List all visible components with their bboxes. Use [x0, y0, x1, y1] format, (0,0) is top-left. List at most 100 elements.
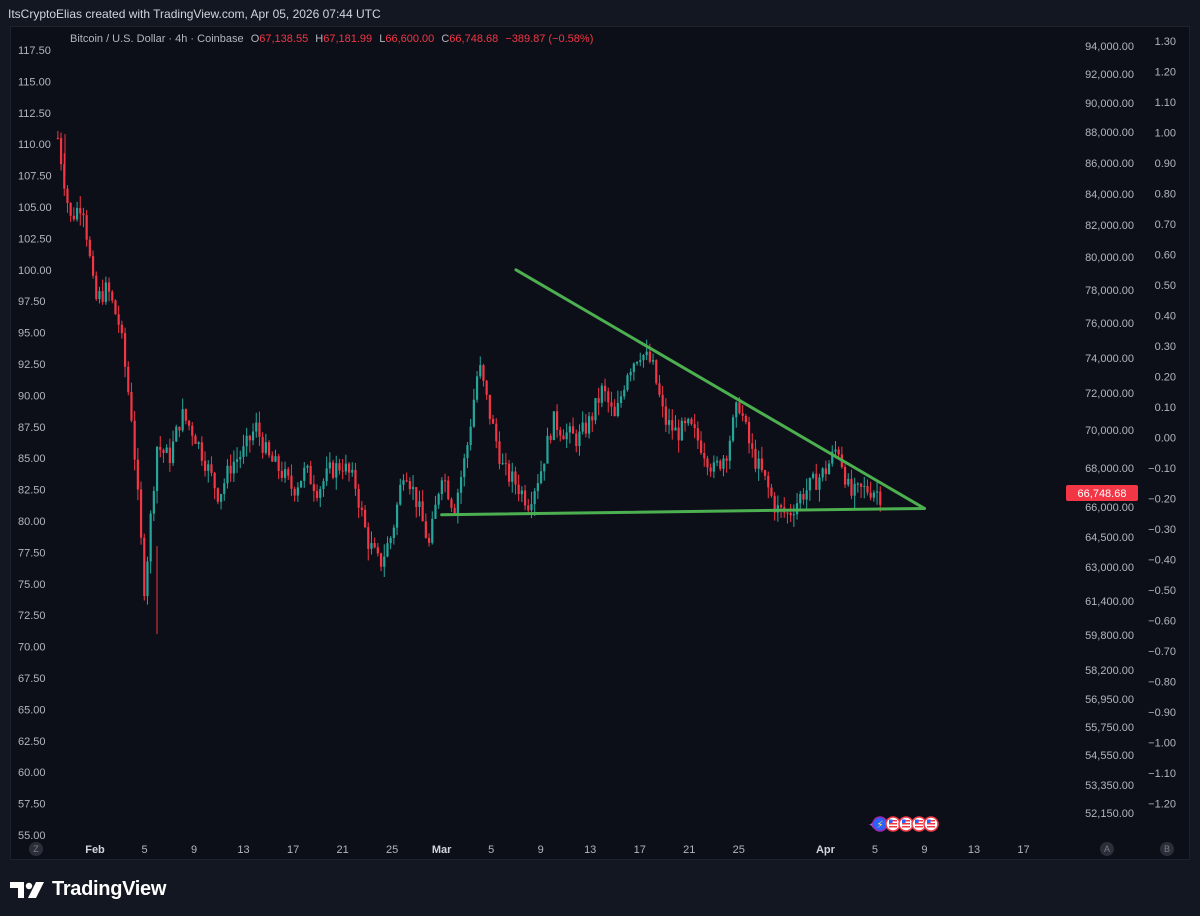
candle-body: [667, 420, 671, 425]
low-value: 66,600.00: [385, 33, 435, 45]
candle-body: [239, 456, 242, 460]
candle-body: [511, 471, 514, 482]
candle-body: [408, 481, 411, 490]
candle-body: [123, 333, 127, 367]
candle-body: [117, 314, 120, 325]
candle-body: [283, 469, 287, 478]
candle-body: [226, 465, 229, 484]
candle-body: [607, 391, 610, 403]
tradingview-logo[interactable]: TradingView: [10, 878, 166, 901]
right-price-tick: 61,400.00: [1085, 596, 1134, 608]
candle-body: [111, 291, 114, 301]
candle-body: [687, 418, 690, 424]
time-axis-tick: 9: [538, 844, 544, 856]
candle-body: [434, 504, 437, 519]
right-pct-tick: 1.10: [1155, 97, 1176, 109]
candle-body: [706, 458, 709, 468]
right-pct-tick: −0.30: [1148, 524, 1176, 536]
candle-body: [760, 458, 763, 471]
flag-canton: [927, 819, 931, 823]
candle-body: [210, 464, 213, 473]
candle-body: [159, 446, 162, 450]
close-value: 66,748.68: [449, 33, 499, 45]
candle-body: [306, 465, 309, 468]
candle-body: [88, 239, 91, 257]
candle-body: [130, 391, 133, 421]
left-axis-tick: 65.00: [18, 704, 46, 716]
candle-body: [853, 483, 856, 496]
candle-body: [149, 513, 152, 562]
symbol-title: Bitcoin / U.S. Dollar · 4h · Coinbase: [70, 33, 244, 45]
axis-button[interactable]: [1100, 842, 1114, 856]
candle-body: [453, 507, 456, 514]
candle-body: [757, 458, 760, 469]
candle-body: [690, 418, 693, 425]
candle-body: [517, 484, 520, 495]
candle-body: [802, 494, 805, 500]
candle-body: [443, 480, 447, 482]
candle-body: [658, 383, 661, 395]
candle-body: [594, 398, 597, 421]
candle-body: [450, 499, 453, 508]
candle-body: [773, 495, 776, 513]
candle-body: [421, 501, 424, 522]
candle-body: [98, 291, 101, 299]
flag-stripe: [927, 823, 935, 825]
candle-body: [194, 435, 197, 444]
candle-body: [207, 464, 210, 471]
candle-body: [325, 468, 328, 482]
chart-frame[interactable]: [10, 26, 1190, 860]
flag-stripe: [915, 823, 923, 825]
candle-body: [402, 480, 405, 485]
left-axis-tick: 72.50: [18, 610, 46, 622]
axis-button-label: B: [1164, 844, 1170, 854]
candle-body: [127, 366, 130, 392]
candle-body: [319, 489, 322, 498]
candle-body: [495, 423, 498, 442]
time-axis-tick: Feb: [85, 844, 105, 856]
candle-body: [555, 411, 559, 431]
axis-button[interactable]: [29, 842, 43, 856]
candle-body: [693, 424, 696, 429]
axis-button[interactable]: [1160, 842, 1174, 856]
candle-body: [639, 360, 642, 362]
flag-stripe: [902, 823, 910, 825]
candle-body: [175, 426, 178, 442]
left-axis-tick: 110.00: [18, 139, 51, 151]
candle-body: [351, 469, 354, 473]
candle-body: [331, 462, 335, 478]
candle-body: [872, 492, 875, 498]
candle-body: [376, 547, 379, 554]
flag-stripe: [927, 820, 935, 822]
candle-body: [683, 420, 687, 424]
right-pct-tick: 0.50: [1155, 280, 1176, 292]
footer: [0, 862, 1200, 916]
candle-body: [719, 460, 722, 469]
candle-body: [399, 484, 402, 505]
candle-body: [866, 485, 869, 493]
candle-body: [831, 451, 834, 464]
right-price-tick: 59,800.00: [1085, 630, 1134, 642]
right-price-tick: 76,000.00: [1085, 318, 1134, 330]
candle-body: [722, 458, 725, 469]
candle-body: [152, 491, 155, 514]
candle-body: [818, 477, 821, 490]
candle-body: [264, 442, 267, 453]
candle-body: [539, 471, 543, 484]
candle-body: [469, 426, 472, 446]
candle-body: [373, 543, 376, 548]
candle-body: [258, 422, 261, 437]
candle-body: [475, 376, 479, 400]
right-price-tick: 86,000.00: [1085, 158, 1134, 170]
candle-body: [85, 215, 88, 240]
candle-body: [843, 467, 847, 485]
candle-body: [613, 406, 616, 417]
candle-body: [536, 483, 539, 492]
candle-body: [498, 441, 501, 464]
candle-body: [875, 491, 879, 493]
candle-body: [415, 487, 418, 507]
time-axis-tick: 9: [191, 844, 197, 856]
candle-body: [626, 375, 629, 390]
flag-stripe: [915, 826, 923, 828]
